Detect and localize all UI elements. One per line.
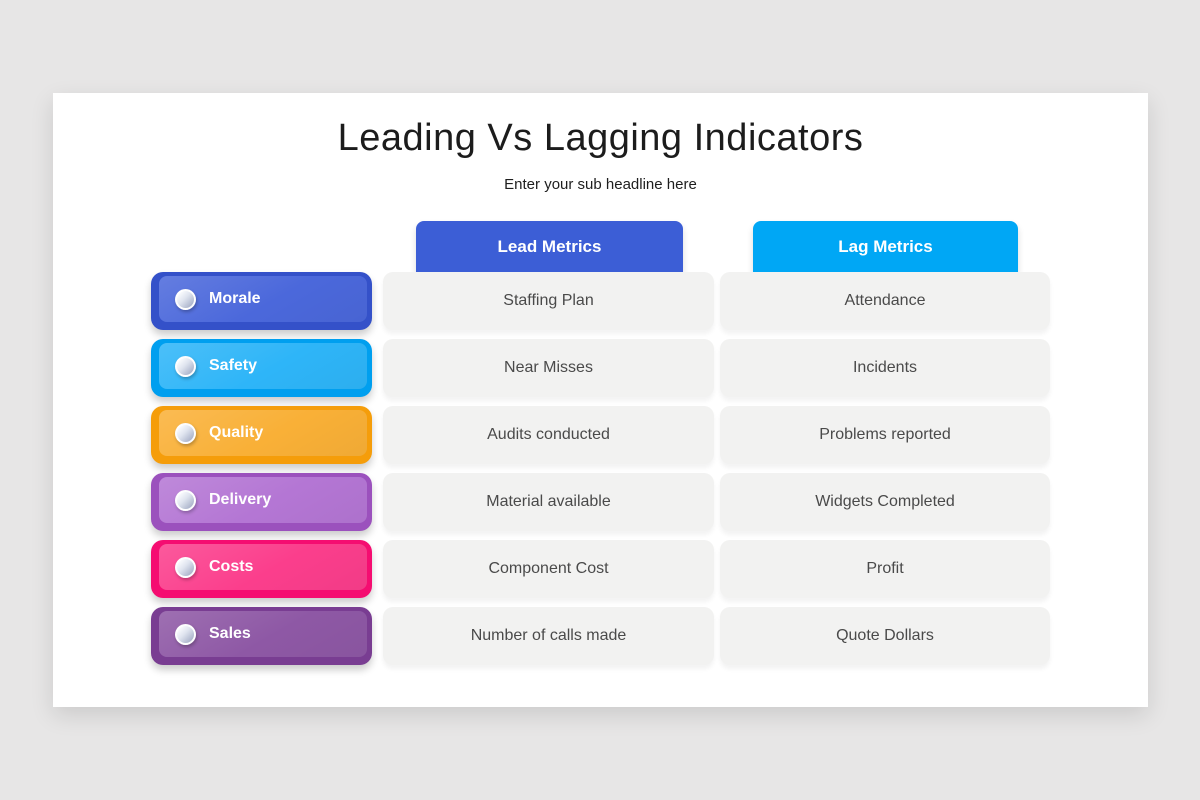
category-pill-face: Sales <box>159 611 367 657</box>
lag-metric-cell: Attendance <box>720 272 1050 330</box>
lead-metric-cell: Number of calls made <box>383 607 714 665</box>
slide-canvas: Leading Vs Lagging Indicators Enter your… <box>53 93 1148 707</box>
lag-metric-cell: Widgets Completed <box>720 473 1050 531</box>
category-label: Quality <box>209 424 264 441</box>
category-label: Morale <box>209 290 261 307</box>
indicators-grid: Morale Staffing Plan Attendance Safety N… <box>151 272 1050 665</box>
lag-metric-label: Quote Dollars <box>836 627 934 644</box>
category-pill-quality: Quality <box>151 406 372 464</box>
lead-metric-cell: Component Cost <box>383 540 714 598</box>
lag-metric-cell: Profit <box>720 540 1050 598</box>
lead-metrics-header-label: Lead Metrics <box>497 236 602 256</box>
indicator-row-delivery: Delivery Material available Widgets Comp… <box>151 473 1050 531</box>
lead-metric-label: Number of calls made <box>470 627 627 644</box>
indicator-row-morale: Morale Staffing Plan Attendance <box>151 272 1050 330</box>
lag-metric-cell: Incidents <box>720 339 1050 397</box>
category-pill-morale: Morale <box>151 272 372 330</box>
category-pill-face: Safety <box>159 343 367 389</box>
category-label: Delivery <box>209 491 272 508</box>
category-pill-face: Costs <box>159 544 367 590</box>
lead-metric-label: Component Cost <box>488 560 609 577</box>
category-label: Costs <box>209 558 254 575</box>
indicator-row-safety: Safety Near Misses Incidents <box>151 339 1050 397</box>
lag-metric-label: Problems reported <box>819 426 951 443</box>
sphere-bullet-icon <box>175 422 196 444</box>
indicator-row-costs: Costs Component Cost Profit <box>151 540 1050 598</box>
page-title: Leading Vs Lagging Indicators <box>337 117 864 159</box>
sphere-bullet-icon <box>175 288 196 310</box>
category-pill-delivery: Delivery <box>151 473 372 531</box>
lead-metric-label: Material available <box>486 493 611 510</box>
lead-metrics-header: Lead Metrics <box>416 221 683 272</box>
lag-metrics-header: Lag Metrics <box>753 221 1018 272</box>
category-label: Safety <box>209 357 258 374</box>
sphere-bullet-icon <box>175 556 196 578</box>
category-label: Sales <box>209 625 251 642</box>
category-pill-safety: Safety <box>151 339 372 397</box>
lead-metric-cell: Audits conducted <box>383 406 714 464</box>
lag-metric-label: Incidents <box>852 359 918 376</box>
lag-metric-label: Attendance <box>844 292 926 309</box>
lag-metric-cell: Problems reported <box>720 406 1050 464</box>
lag-metric-cell: Quote Dollars <box>720 607 1050 665</box>
category-pill-face: Delivery <box>159 477 367 523</box>
sphere-bullet-icon <box>175 489 196 511</box>
lead-metric-cell: Material available <box>383 473 714 531</box>
lead-metric-cell: Staffing Plan <box>383 272 714 330</box>
lead-metric-cell: Near Misses <box>383 339 714 397</box>
indicator-row-sales: Sales Number of calls made Quote Dollars <box>151 607 1050 665</box>
lag-metric-label: Profit <box>866 560 904 577</box>
category-pill-face: Morale <box>159 276 367 322</box>
lead-metric-label: Staffing Plan <box>503 292 594 309</box>
sphere-bullet-icon <box>175 355 196 377</box>
category-pill-face: Quality <box>159 410 367 456</box>
indicator-row-quality: Quality Audits conducted Problems report… <box>151 406 1050 464</box>
category-pill-costs: Costs <box>151 540 372 598</box>
lag-metrics-header-label: Lag Metrics <box>838 236 933 256</box>
lead-metric-label: Audits conducted <box>487 426 610 443</box>
sphere-bullet-icon <box>175 623 196 645</box>
lag-metric-label: Widgets Completed <box>815 493 955 510</box>
page-subtitle: Enter your sub headline here <box>504 176 697 193</box>
lead-metric-label: Near Misses <box>504 359 593 376</box>
category-pill-sales: Sales <box>151 607 372 665</box>
